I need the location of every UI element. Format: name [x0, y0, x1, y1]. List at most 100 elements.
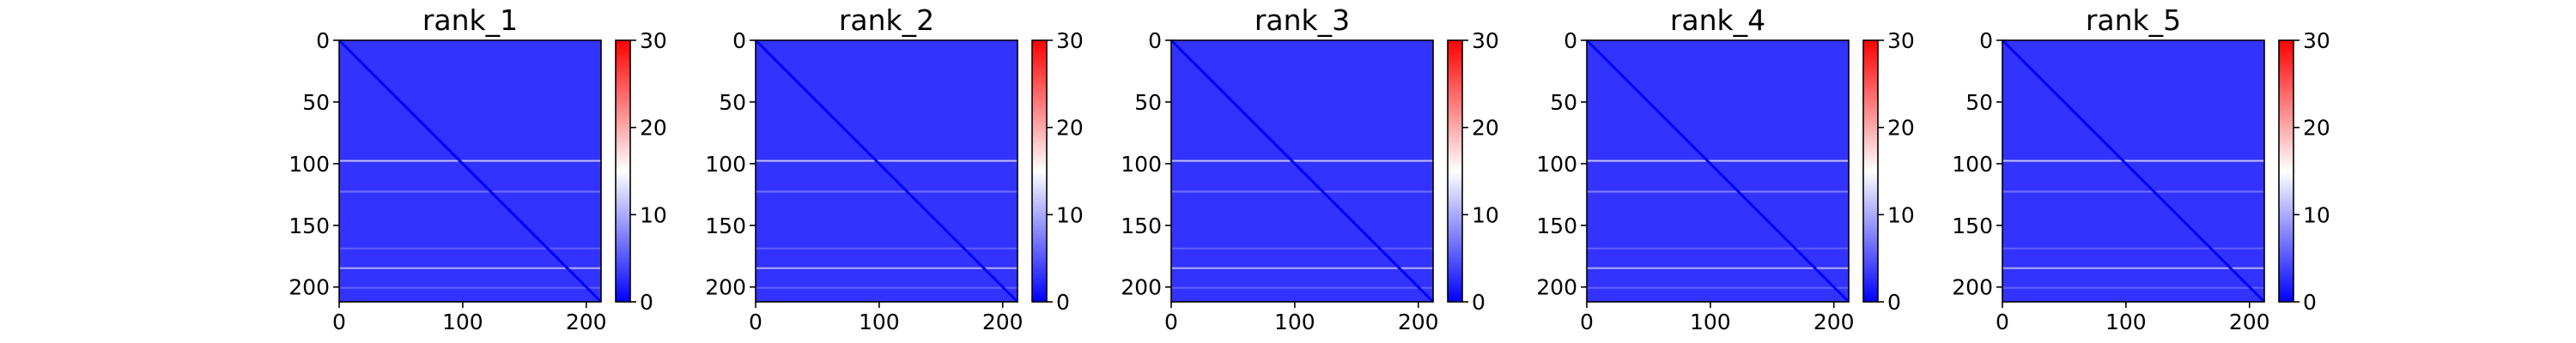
- colorbar-tick-label: 0: [1472, 290, 1485, 315]
- y-tick-label: 100: [1536, 152, 1577, 177]
- heatmap-row-band: [339, 190, 601, 193]
- y-tick-label: 50: [302, 90, 330, 115]
- heatmap-row-band: [339, 267, 601, 269]
- y-tick-label: 150: [705, 214, 746, 238]
- colorbar-tick-label: 10: [2303, 202, 2330, 227]
- heatmap-row-band: [756, 267, 1018, 269]
- y-tick-label: 150: [1536, 214, 1577, 238]
- heatmap-row-band: [1587, 190, 1849, 193]
- y-tick-label: 200: [1536, 275, 1577, 300]
- colorbar-tick-label: 10: [1887, 202, 1915, 227]
- y-tick-label: 0: [1148, 28, 1162, 53]
- colorbar-tick-label: 20: [2303, 116, 2330, 141]
- heatmap-row-band: [756, 286, 1018, 289]
- heatmap-diagonal: [337, 39, 603, 304]
- colorbar-tick-label: 30: [640, 28, 667, 53]
- x-tick-label: 200: [982, 310, 1024, 334]
- y-tick-label: 100: [705, 152, 746, 177]
- colorbar-tick-label: 20: [1056, 116, 1084, 141]
- colorbar: [616, 40, 630, 302]
- panel-title: rank_5: [2086, 3, 2181, 37]
- x-tick-label: 100: [1690, 310, 1731, 334]
- heatmap-row-band: [1171, 286, 1433, 289]
- heatmap-row-band: [1171, 267, 1433, 269]
- heatmap-row-band: [339, 247, 601, 250]
- plot-frame: [2002, 39, 2265, 303]
- heatmap-diagonal: [1585, 39, 1850, 304]
- colorbar-tick-label: 10: [1056, 202, 1084, 227]
- heatmap-row-band: [2002, 247, 2264, 250]
- heatmap-diagonal: [2001, 39, 2266, 304]
- x-tick-label: 100: [859, 310, 900, 334]
- x-tick-label: 100: [442, 310, 483, 334]
- colorbar-tick-label: 30: [2303, 28, 2330, 53]
- y-tick-label: 100: [1121, 152, 1162, 177]
- y-tick-label: 50: [1134, 90, 1162, 115]
- heatmap-row-band: [1171, 247, 1433, 250]
- plot-frame: [338, 39, 602, 303]
- x-tick-label: 200: [1398, 310, 1439, 334]
- heatmap-row-band: [1171, 190, 1433, 193]
- plot-frame: [1170, 39, 1434, 303]
- heatmap-diagonal: [1170, 39, 1435, 304]
- y-tick-label: 100: [1952, 152, 1993, 177]
- colorbar: [1448, 40, 1462, 302]
- x-tick-label: 200: [566, 310, 607, 334]
- x-tick-label: 0: [1996, 310, 2009, 334]
- y-tick-label: 200: [705, 275, 746, 300]
- panel-title: rank_4: [1670, 3, 1765, 37]
- heatmap-row-band: [1171, 159, 1433, 162]
- x-tick-label: 0: [749, 310, 762, 334]
- y-tick-label: 200: [1952, 275, 1993, 300]
- colorbar-tick-label: 0: [640, 290, 653, 315]
- y-tick-label: 150: [1952, 214, 1993, 238]
- x-tick-label: 100: [2105, 310, 2147, 334]
- colorbar-tick-label: 30: [1472, 28, 1499, 53]
- colorbar-tick-label: 30: [1887, 28, 1915, 53]
- x-tick-label: 200: [2229, 310, 2270, 334]
- y-tick-label: 200: [1121, 275, 1162, 300]
- colorbar: [1032, 40, 1047, 302]
- colorbar-tick-label: 10: [1472, 202, 1499, 227]
- colorbar-tick-label: 20: [1887, 116, 1915, 141]
- heatmap-row-band: [756, 159, 1018, 162]
- colorbar-tick-label: 20: [640, 116, 667, 141]
- colorbar-frame: [2278, 39, 2294, 303]
- y-tick-label: 100: [289, 152, 330, 177]
- colorbar-frame: [1447, 39, 1463, 303]
- plot-frame: [755, 39, 1018, 303]
- heatmap-row-band: [2002, 286, 2264, 289]
- heatmap-row-band: [2002, 267, 2264, 269]
- plot-frame: [1586, 39, 1850, 303]
- heatmap-row-band: [339, 159, 601, 162]
- x-tick-label: 100: [1274, 310, 1315, 334]
- colorbar-frame: [1862, 39, 1879, 303]
- y-tick-label: 0: [1564, 28, 1577, 53]
- y-tick-label: 50: [1550, 90, 1577, 115]
- y-tick-label: 0: [1979, 28, 1993, 53]
- y-tick-label: 150: [289, 214, 330, 238]
- heatmap-row-band: [1587, 286, 1849, 289]
- colorbar: [2279, 40, 2293, 302]
- y-tick-label: 200: [289, 275, 330, 300]
- heatmap-diagonal: [754, 39, 1019, 304]
- heatmap-row-band: [2002, 190, 2264, 193]
- panel-title: rank_3: [1255, 3, 1350, 37]
- colorbar-tick-label: 20: [1472, 116, 1499, 141]
- y-tick-label: 50: [719, 90, 746, 115]
- panel-title: rank_1: [422, 3, 518, 37]
- heatmap-row-band: [756, 247, 1018, 250]
- heatmap-row-band: [2002, 159, 2264, 162]
- x-tick-label: 0: [332, 310, 346, 334]
- heatmap-row-band: [1587, 247, 1849, 250]
- y-tick-label: 50: [1965, 90, 1993, 115]
- heatmap-row-band: [756, 190, 1018, 193]
- colorbar: [1863, 40, 1878, 302]
- heatmap-row-band: [1587, 267, 1849, 269]
- colorbar-frame: [1031, 39, 1048, 303]
